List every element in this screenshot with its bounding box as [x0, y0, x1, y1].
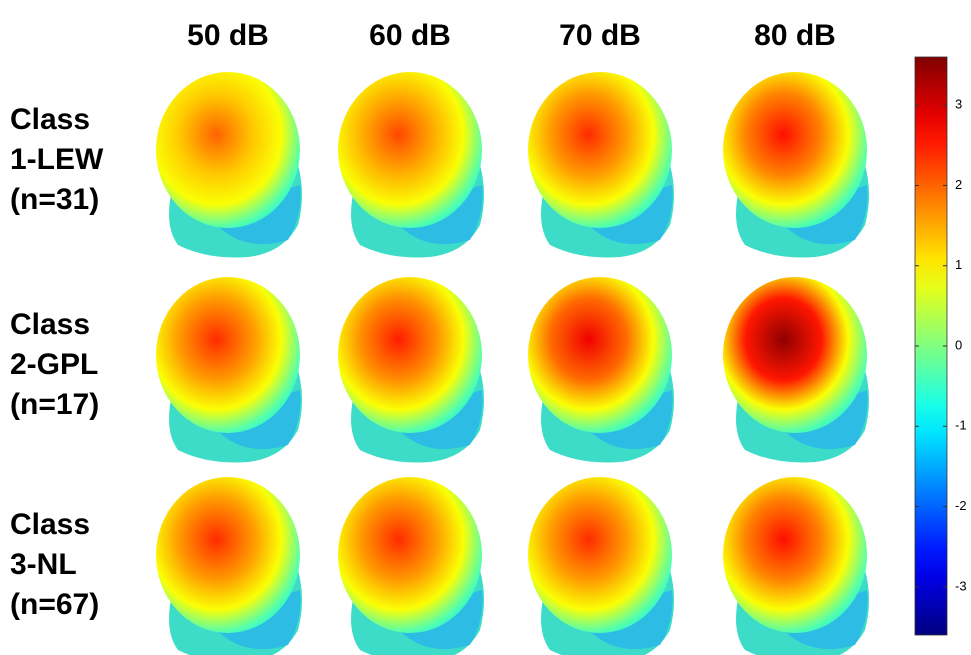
tick-label: 1: [955, 257, 962, 272]
row-label: 2-GPL: [10, 348, 98, 381]
tick-label: 2: [955, 177, 962, 192]
row-label: Class: [10, 508, 90, 541]
head-map: [528, 277, 672, 433]
column-header: 50 dB: [187, 19, 269, 52]
head-map: [156, 277, 300, 433]
head: [156, 477, 302, 655]
head: [338, 277, 484, 463]
head: [156, 72, 302, 258]
head-map: [723, 477, 867, 633]
head-map: [156, 477, 300, 633]
row-label: 3-NL: [10, 548, 77, 581]
head-map: [528, 477, 672, 633]
row-label: (n=67): [10, 588, 99, 621]
head: [528, 72, 674, 258]
tick-label: 3: [955, 97, 962, 112]
row-label: (n=31): [10, 183, 99, 216]
head-map: [338, 72, 482, 228]
head-map: [338, 477, 482, 633]
head-map: [528, 72, 672, 228]
head: [723, 72, 869, 258]
column-header: 70 dB: [559, 19, 641, 52]
row-label: Class: [10, 103, 90, 136]
head-map: [723, 72, 867, 228]
head: [338, 72, 484, 258]
column-header: 80 dB: [754, 19, 836, 52]
head: [528, 277, 674, 463]
tick-label: -2: [955, 498, 967, 513]
head: [338, 477, 484, 655]
row-label: (n=17): [10, 388, 99, 421]
head: [156, 277, 302, 463]
head: [723, 477, 869, 655]
head: [528, 477, 674, 655]
head-map: [156, 72, 300, 228]
tick-label: -3: [955, 578, 967, 593]
colorbar: [915, 57, 947, 635]
head: [723, 277, 869, 463]
column-header: 60 dB: [369, 19, 451, 52]
tick-label: 0: [955, 337, 962, 352]
row-label: 1-LEW: [10, 143, 104, 176]
figure: 50 dB 60 dB 70 dB 80 dB Class 1-LEW (n=31) Clas…: [0, 0, 971, 655]
tick-label: -1: [955, 418, 967, 433]
row-label: Class: [10, 308, 90, 341]
head-map: [338, 277, 482, 433]
head-map: [723, 277, 867, 433]
